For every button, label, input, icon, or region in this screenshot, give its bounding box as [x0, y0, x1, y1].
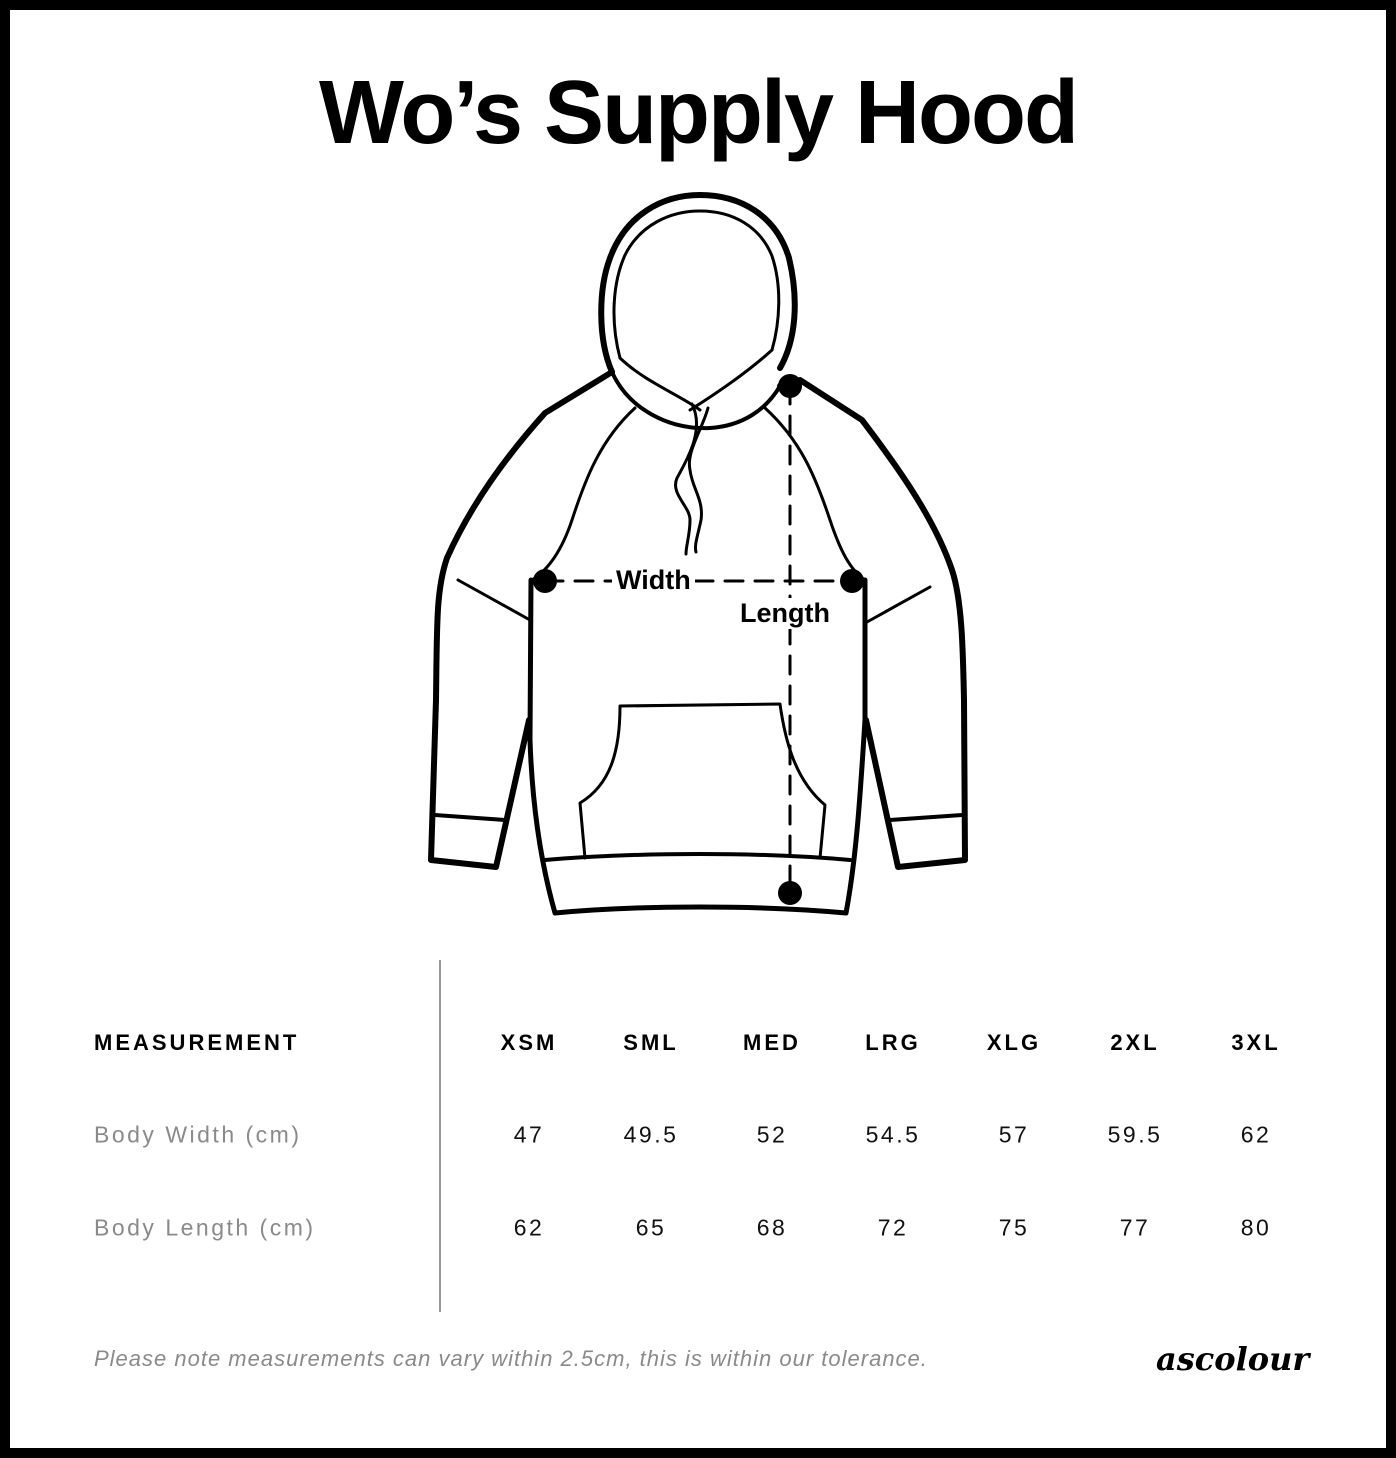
length-point-bottom — [778, 881, 802, 905]
table-cell: 80 — [1240, 1214, 1272, 1241]
table-cell: 52 — [756, 1121, 788, 1148]
width-point-right — [840, 569, 864, 593]
table-cell: 49.5 — [623, 1121, 679, 1148]
size-header-med: MED — [743, 1030, 801, 1055]
length-point-top — [778, 374, 802, 398]
size-header-3xl: 3XL — [1231, 1030, 1281, 1055]
measurement-guides — [533, 374, 864, 905]
size-header-xlg: XLG — [986, 1030, 1042, 1055]
table-cell: 62 — [1240, 1121, 1272, 1148]
width-label: Width — [612, 565, 695, 596]
measurement-header: MEASUREMENT — [94, 1030, 300, 1055]
page-title: Wo’s Supply Hood — [319, 63, 1079, 163]
table-cell: 47 — [513, 1121, 545, 1148]
length-label: Length — [736, 598, 834, 629]
hoodie-outline — [428, 192, 968, 916]
table-cell: 65 — [635, 1214, 667, 1241]
table-cell: 62 — [513, 1214, 545, 1241]
tolerance-note: Please note measurements can vary within… — [94, 1346, 928, 1371]
hoodie-diagram — [428, 192, 968, 916]
table-cell: 59.5 — [1107, 1121, 1163, 1148]
table-cell: 75 — [998, 1214, 1030, 1241]
brand-logo: ascolour — [1156, 1340, 1310, 1378]
size-header-xsm: XSM — [500, 1030, 558, 1055]
row-label: Body Length (cm) — [94, 1214, 316, 1241]
table-cell: 54.5 — [865, 1121, 921, 1148]
size-header-sml: SML — [623, 1030, 679, 1055]
table-cell: 72 — [877, 1214, 909, 1241]
size-header-lrg: LRG — [865, 1030, 921, 1055]
width-point-left — [533, 569, 557, 593]
table-cell: 68 — [756, 1214, 788, 1241]
size-header-2xl: 2XL — [1110, 1030, 1160, 1055]
table-cell: 57 — [998, 1121, 1030, 1148]
table-cell: 77 — [1119, 1214, 1151, 1241]
row-label: Body Width (cm) — [94, 1121, 302, 1148]
table-divider — [439, 960, 441, 1312]
